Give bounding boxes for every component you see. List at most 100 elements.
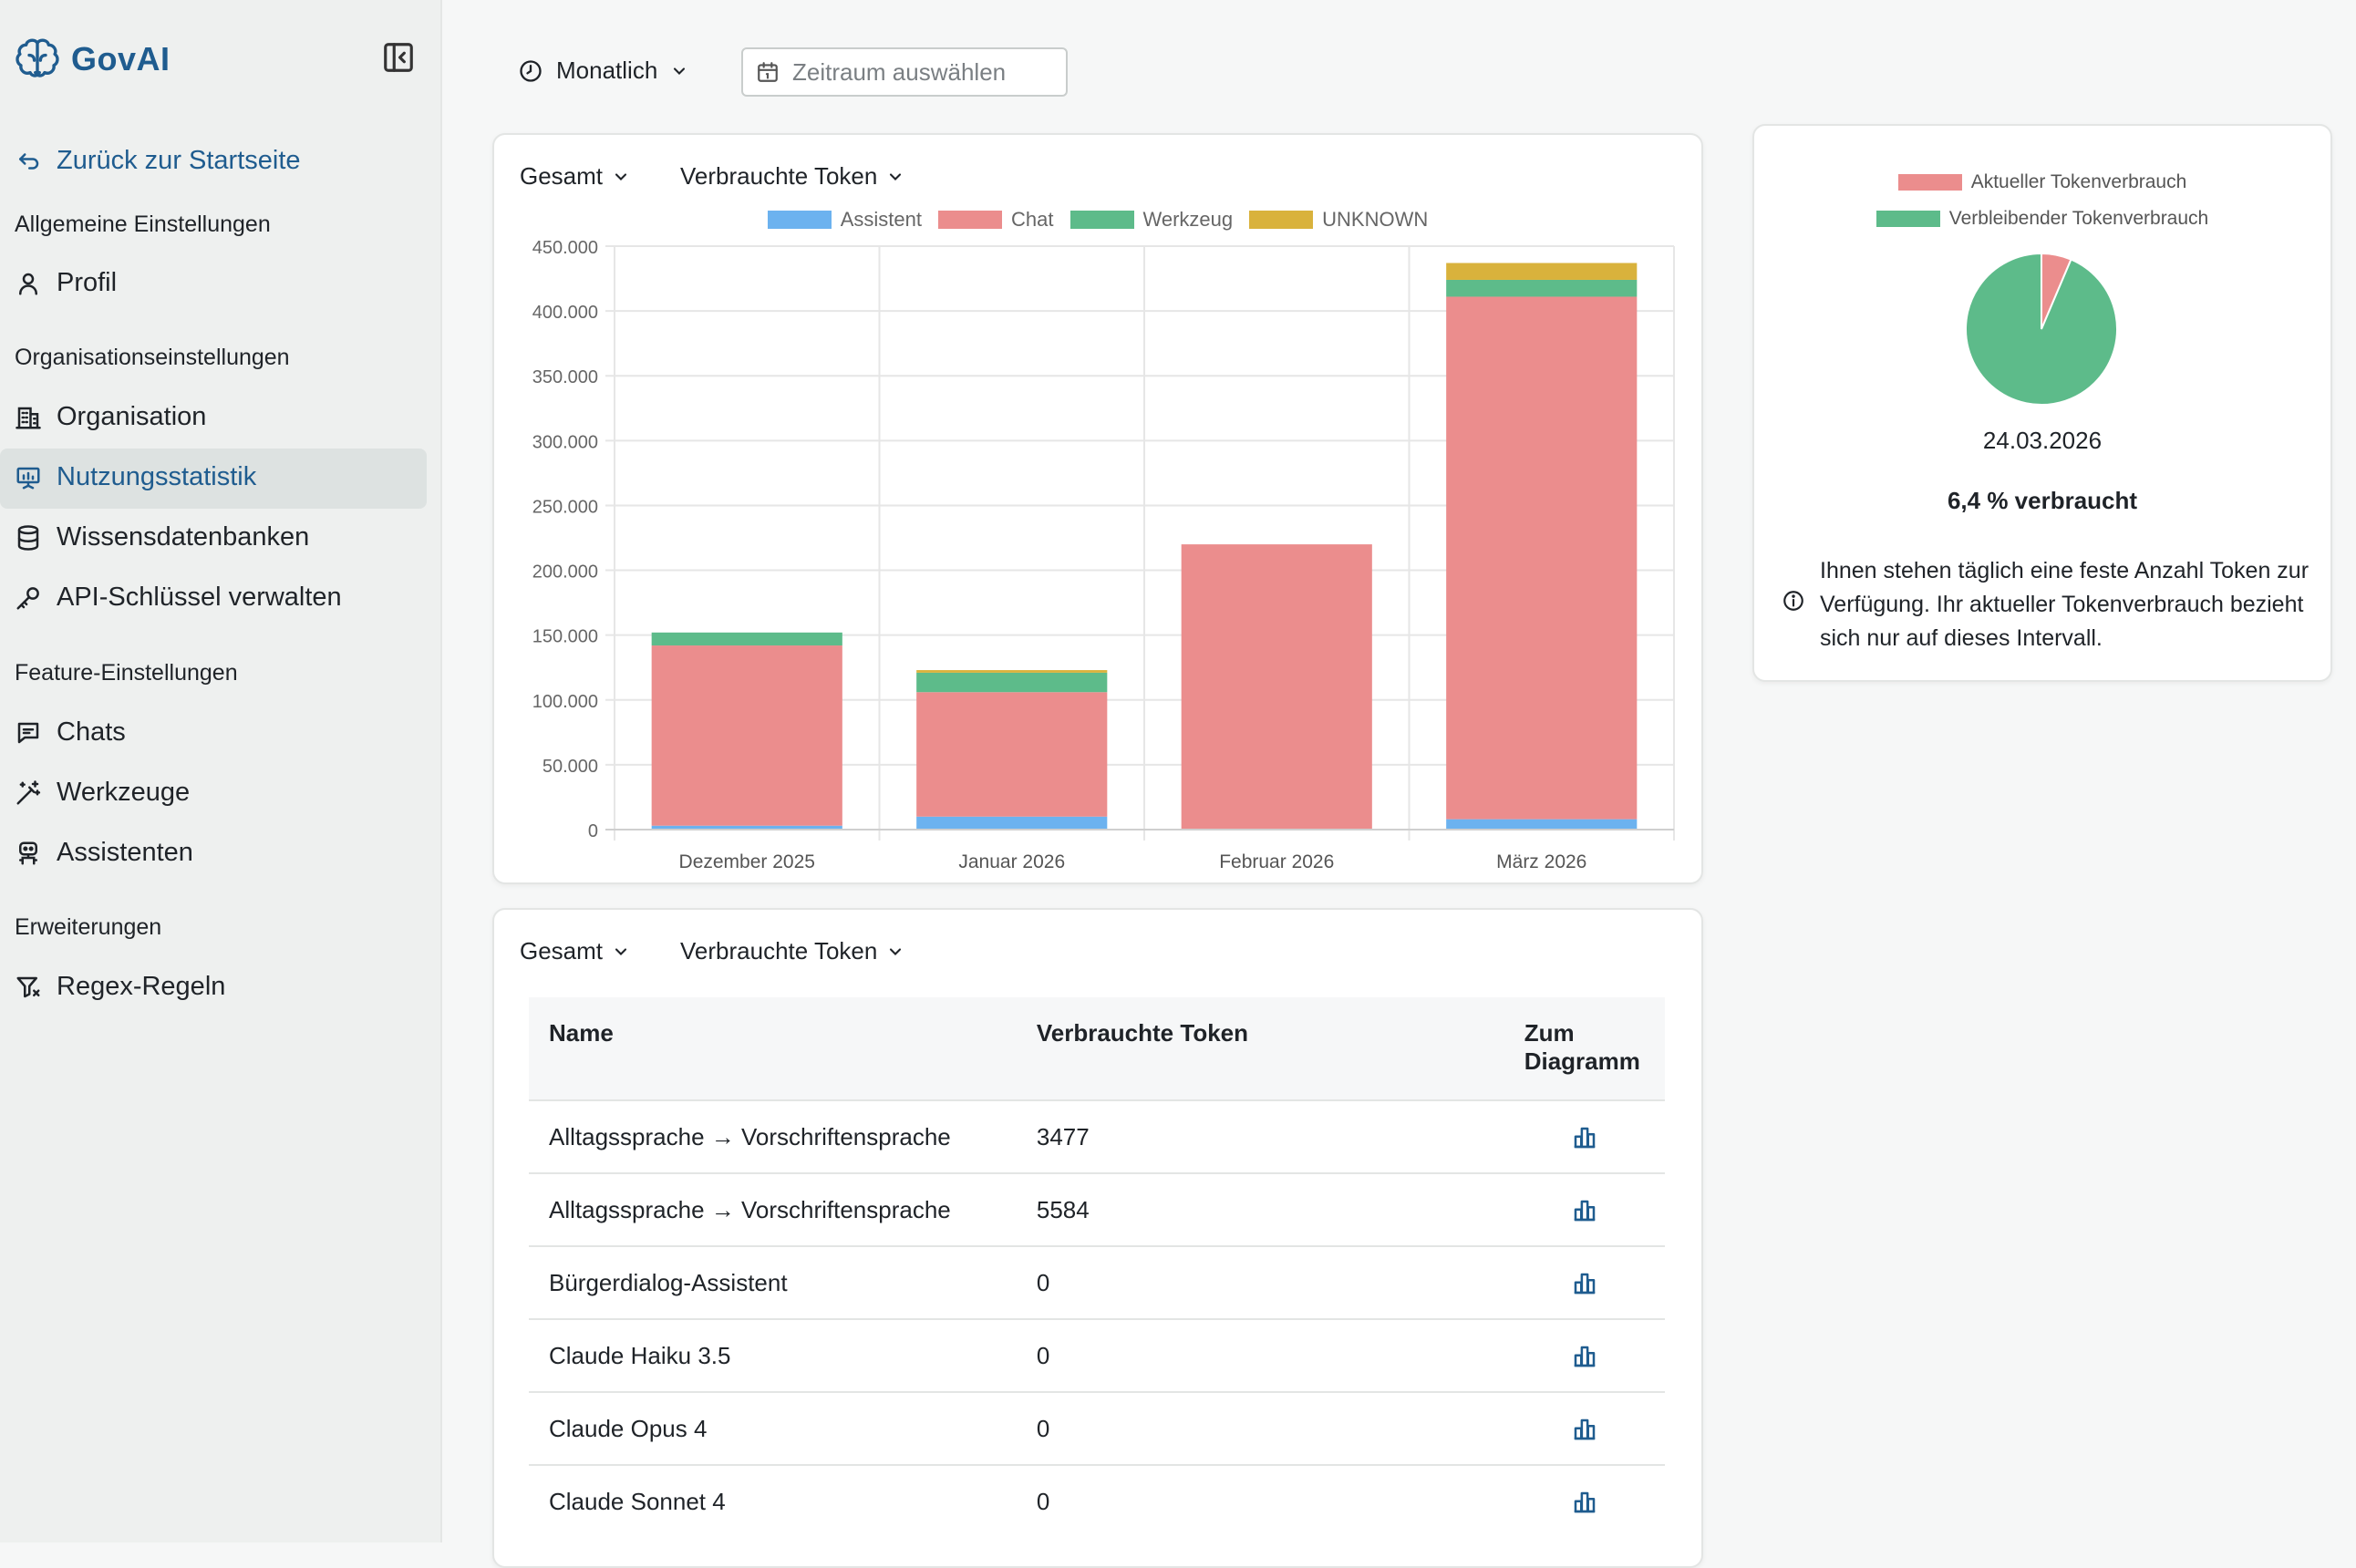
quota-legend: Aktueller Tokenverbrauch Verbleibender T…	[1754, 164, 2330, 237]
cell-chart-link	[1504, 1318, 1665, 1392]
sidebar-item-api-keys[interactable]: API-Schlüssel verwalten	[15, 583, 342, 613]
section-extensions: Erweiterungen	[15, 914, 162, 940]
bar-chart-icon[interactable]	[1571, 1489, 1598, 1516]
usage-table: Name Verbrauchte Token Zum Diagramm Allt…	[529, 997, 1665, 1537]
bar-segment	[651, 645, 842, 826]
x-tick-label: Dezember 2025	[679, 851, 815, 872]
cell-name: Bürgerdialog-Assistent	[529, 1245, 1017, 1319]
legend-swatch	[767, 211, 832, 229]
legend-item[interactable]: Chat	[938, 208, 1054, 232]
bar-segment	[1446, 819, 1638, 830]
database-icon	[17, 524, 39, 551]
legend-item[interactable]: Assistent	[767, 208, 922, 232]
legend-swatch	[1070, 211, 1134, 229]
quota-info: Ihnen stehen täglich eine feste Anzahl T…	[1782, 554, 2310, 655]
x-tick-label: Februar 2026	[1219, 851, 1334, 872]
sidebar-item-label: Werkzeuge	[57, 778, 191, 807]
sidebar-item-assistants[interactable]: Assistenten	[15, 838, 193, 868]
legend-swatch	[938, 211, 1003, 229]
table-header-row: Name Verbrauchte Token Zum Diagramm	[529, 997, 1665, 1100]
bar-chart-icon[interactable]	[1571, 1416, 1598, 1443]
bar-segment	[916, 692, 1108, 817]
sidebar-toggle-icon[interactable]	[381, 40, 416, 75]
legend-swatch-current	[1897, 174, 1962, 191]
usage-table-card: Gesamt Verbrauchte Token Name Verbraucht…	[492, 908, 1703, 1568]
y-tick-label: 400.000	[532, 303, 598, 323]
cell-tokens: 0	[1016, 1391, 1504, 1465]
cell-tokens: 0	[1016, 1318, 1504, 1392]
brand[interactable]: GovAI	[13, 35, 170, 84]
bar-chart-icon[interactable]	[1571, 1270, 1598, 1297]
bar-chart-icon[interactable]	[1571, 1124, 1598, 1151]
legend-item-remaining[interactable]: Verbleibender Tokenverbrauch	[1754, 201, 2330, 237]
back-to-home-link[interactable]: Zurück zur Startseite	[15, 146, 301, 176]
chart-metric-dropdown[interactable]: Verbrauchte Token	[680, 162, 904, 191]
active-item-highlight	[0, 449, 427, 509]
y-tick-label: 250.000	[532, 497, 598, 517]
y-tick-label: 100.000	[532, 692, 598, 712]
section-org: Organisationseinstellungen	[15, 345, 290, 370]
sidebar-item-usage[interactable]: Nutzungsstatistik	[15, 462, 256, 492]
table-body: Alltagssprache → Vorschriftensprache 3477…	[529, 1099, 1665, 1537]
table-metric-dropdown[interactable]: Verbrauchte Token	[680, 937, 904, 965]
period-value: Monatlich	[556, 57, 658, 84]
bar-segment	[651, 632, 842, 646]
column-header-chart: Zum Diagramm	[1524, 1019, 1640, 1075]
wand-icon	[16, 779, 41, 804]
cell-chart-link	[1504, 1099, 1665, 1173]
cell-chart-link	[1504, 1172, 1665, 1246]
chevron-down-icon	[615, 947, 627, 955]
sidebar-item-chats[interactable]: Chats	[15, 717, 126, 748]
pie-slice-remaining	[1965, 252, 2118, 406]
chart-scope-dropdown[interactable]: Gesamt	[520, 162, 630, 191]
quota-info-text: Ihnen stehen täglich eine feste Anzahl T…	[1820, 558, 2310, 651]
sidebar-item-profile[interactable]: Profil	[15, 268, 117, 298]
period-select[interactable]: Monatlich	[518, 57, 688, 85]
sidebar-item-label: Chats	[57, 717, 126, 747]
legend-label: Chat	[1011, 208, 1054, 231]
bar-segment	[1446, 296, 1638, 820]
bar-chart-icon[interactable]	[1571, 1197, 1598, 1224]
x-tick-label: März 2026	[1496, 851, 1586, 872]
legend-item[interactable]: Werkzeug	[1070, 208, 1234, 232]
table-scope-dropdown[interactable]: Gesamt	[520, 937, 630, 965]
bar-segment	[916, 816, 1108, 830]
chevron-down-icon	[674, 67, 686, 75]
sidebar-item-tools[interactable]: Werkzeuge	[15, 778, 190, 808]
sidebar-item-regex[interactable]: Regex-Regeln	[15, 972, 225, 1002]
legend-label: Werkzeug	[1142, 208, 1234, 231]
cell-name: Claude Haiku 3.5	[529, 1318, 1017, 1392]
quota-card: Aktueller Tokenverbrauch Verbleibender T…	[1752, 124, 2332, 682]
sidebar-item-label: Organisation	[57, 402, 207, 431]
date-range-placeholder: Zeitraum auswählen	[792, 57, 1007, 86]
brain-logo-icon	[16, 38, 59, 77]
back-label: Zurück zur Startseite	[57, 146, 301, 175]
date-range-input[interactable]: Zeitraum auswählen	[741, 47, 1068, 97]
section-general: Allgemeine Einstellungen	[15, 211, 271, 237]
table-row: Claude Haiku 3.5 0	[529, 1318, 1665, 1392]
section-features: Feature-Einstellungen	[15, 660, 238, 686]
brand-name: GovAI	[71, 40, 170, 77]
legend-item-current[interactable]: Aktueller Tokenverbrauch	[1754, 164, 2330, 201]
bar-chart-icon[interactable]	[1571, 1343, 1598, 1370]
legend-item[interactable]: UNKNOWN	[1249, 208, 1428, 232]
table-metric-value: Verbrauchte Token	[680, 937, 878, 965]
x-tick-label: Januar 2026	[958, 851, 1065, 872]
y-tick-label: 450.000	[532, 238, 598, 258]
info-icon	[1783, 591, 1803, 611]
table-row: Alltagssprache → Vorschriftensprache 5584	[529, 1172, 1665, 1246]
column-header-tokens[interactable]: Verbrauchte Token	[1036, 1019, 1249, 1047]
sidebar-item-label: API-Schlüssel verwalten	[57, 583, 342, 612]
y-tick-label: 0	[588, 821, 598, 841]
bar-segment	[1446, 279, 1638, 297]
cell-chart-link	[1504, 1464, 1665, 1537]
sidebar-item-organisation[interactable]: Organisation	[15, 402, 206, 432]
calendar-icon	[758, 62, 778, 82]
robot-icon	[19, 841, 37, 864]
column-header-name[interactable]: Name	[549, 1019, 614, 1047]
quota-date: 24.03.2026	[1982, 427, 2103, 454]
sidebar-item-knowledge[interactable]: Wissensdatenbanken	[15, 522, 309, 552]
y-tick-label: 50.000	[542, 757, 598, 777]
